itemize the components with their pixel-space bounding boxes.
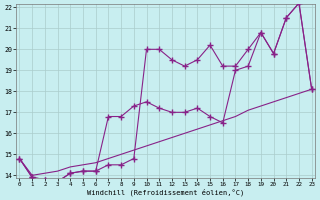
X-axis label: Windchill (Refroidissement éolien,°C): Windchill (Refroidissement éolien,°C): [87, 188, 244, 196]
